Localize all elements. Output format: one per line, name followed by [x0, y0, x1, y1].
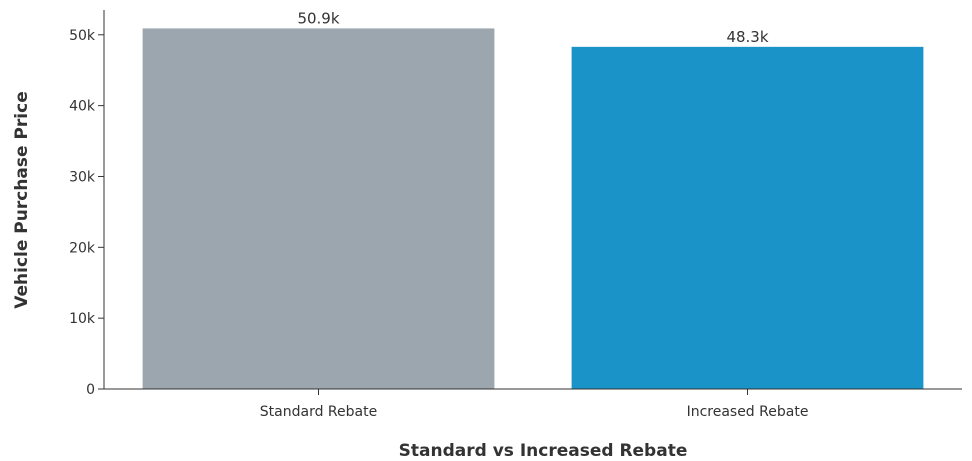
data-labels-group: 50.9k 48.3k — [297, 9, 768, 45]
bar-standard-rebate — [142, 28, 495, 389]
x-axis-title: Standard vs Increased Rebate — [399, 441, 688, 461]
y-tick-label-30k: 30k — [69, 169, 96, 185]
y-tick-label-20k: 20k — [69, 240, 96, 256]
bar-increased-rebate — [571, 46, 924, 390]
y-tick-label-50k: 50k — [69, 28, 96, 44]
y-tick-label-10k: 10k — [69, 311, 96, 327]
bars-group — [142, 28, 924, 390]
y-axis-title: Vehicle Purchase Price — [12, 91, 32, 308]
data-label-increased-rebate: 48.3k — [726, 28, 768, 46]
y-axis: 0 10k 20k 30k 40k 50k — [69, 10, 105, 398]
data-label-standard-rebate: 50.9k — [297, 9, 339, 27]
x-tick-label-increased-rebate: Increased Rebate — [687, 404, 809, 420]
y-tick-label-40k: 40k — [69, 99, 96, 115]
x-tick-label-standard-rebate: Standard Rebate — [260, 404, 377, 420]
y-tick-label-0: 0 — [86, 382, 95, 398]
x-axis: Standard Rebate Increased Rebate — [104, 388, 962, 420]
